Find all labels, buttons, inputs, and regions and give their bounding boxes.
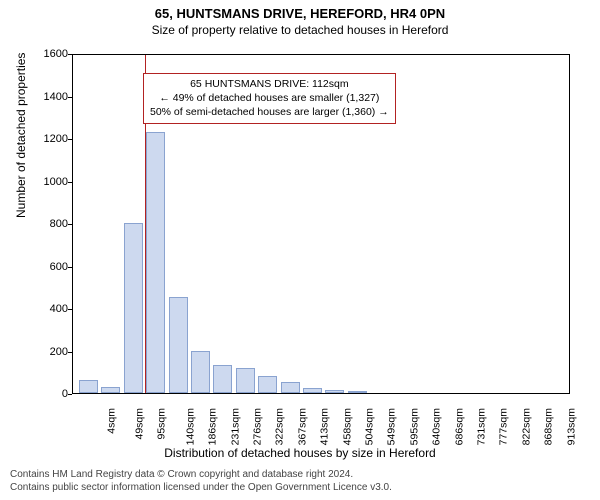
histogram-bar bbox=[325, 390, 344, 393]
x-tick-label: 822sqm bbox=[520, 408, 532, 445]
histogram-bar bbox=[258, 376, 277, 393]
x-tick-label: 686sqm bbox=[453, 408, 465, 445]
x-tick-label: 777sqm bbox=[498, 408, 510, 445]
histogram-bar bbox=[169, 297, 188, 393]
x-tick-label: 549sqm bbox=[386, 408, 398, 445]
footer-attribution: Contains HM Land Registry data © Crown c… bbox=[10, 469, 392, 494]
x-tick-label: 458sqm bbox=[341, 408, 353, 445]
x-tick-label: 95sqm bbox=[156, 408, 168, 440]
annotation-line: 65 HUNTSMANS DRIVE: 112sqm bbox=[150, 77, 389, 91]
histogram-bar bbox=[101, 387, 120, 393]
histogram-bar bbox=[79, 380, 98, 393]
x-tick-label: 413sqm bbox=[318, 408, 330, 445]
histogram-bar bbox=[348, 391, 367, 393]
footer-line: Contains HM Land Registry data © Crown c… bbox=[10, 469, 392, 482]
x-tick-label: 367sqm bbox=[296, 408, 308, 445]
y-tick-label: 1600 bbox=[20, 48, 68, 60]
histogram-bar bbox=[213, 365, 232, 393]
page-subtitle: Size of property relative to detached ho… bbox=[0, 23, 600, 37]
page-title: 65, HUNTSMANS DRIVE, HEREFORD, HR4 0PN bbox=[0, 6, 600, 21]
x-tick-label: 913sqm bbox=[565, 408, 577, 445]
y-tick-label: 1400 bbox=[20, 91, 68, 103]
x-tick-label: 186sqm bbox=[206, 408, 218, 445]
y-tick-label: 1000 bbox=[20, 176, 68, 188]
x-tick-label: 276sqm bbox=[251, 408, 263, 445]
y-tick-label: 600 bbox=[20, 261, 68, 273]
histogram-bar bbox=[124, 223, 143, 393]
y-tick-label: 1200 bbox=[20, 133, 68, 145]
x-tick-label: 504sqm bbox=[363, 408, 375, 445]
histogram-bar bbox=[191, 351, 210, 394]
histogram-bar bbox=[303, 388, 322, 393]
histogram-bar bbox=[236, 368, 255, 394]
y-tick-label: 400 bbox=[20, 303, 68, 315]
y-tick-label: 800 bbox=[20, 218, 68, 230]
x-tick-label: 640sqm bbox=[430, 408, 442, 445]
x-tick-label: 868sqm bbox=[542, 408, 554, 445]
x-tick-label: 595sqm bbox=[408, 408, 420, 445]
footer-line: Contains public sector information licen… bbox=[10, 482, 392, 495]
annotation-line: 50% of semi-detached houses are larger (… bbox=[150, 105, 389, 119]
plot-area: 65 HUNTSMANS DRIVE: 112sqm← 49% of detac… bbox=[72, 54, 570, 394]
annotation-line: ← 49% of detached houses are smaller (1,… bbox=[150, 91, 389, 105]
y-tick-label: 0 bbox=[20, 388, 68, 400]
x-tick-label: 731sqm bbox=[475, 408, 487, 445]
x-tick-label: 231sqm bbox=[229, 408, 241, 445]
x-axis-label: Distribution of detached houses by size … bbox=[20, 446, 580, 460]
histogram-bar bbox=[281, 382, 300, 393]
x-tick-label: 322sqm bbox=[274, 408, 286, 445]
chart-container: Number of detached properties 65 HUNTSMA… bbox=[20, 48, 580, 446]
histogram-bar bbox=[146, 132, 165, 393]
x-tick-label: 4sqm bbox=[105, 408, 117, 434]
y-tick-label: 200 bbox=[20, 346, 68, 358]
x-tick-label: 140sqm bbox=[184, 408, 196, 445]
annotation-box: 65 HUNTSMANS DRIVE: 112sqm← 49% of detac… bbox=[143, 73, 396, 124]
x-tick-label: 49sqm bbox=[133, 408, 145, 440]
